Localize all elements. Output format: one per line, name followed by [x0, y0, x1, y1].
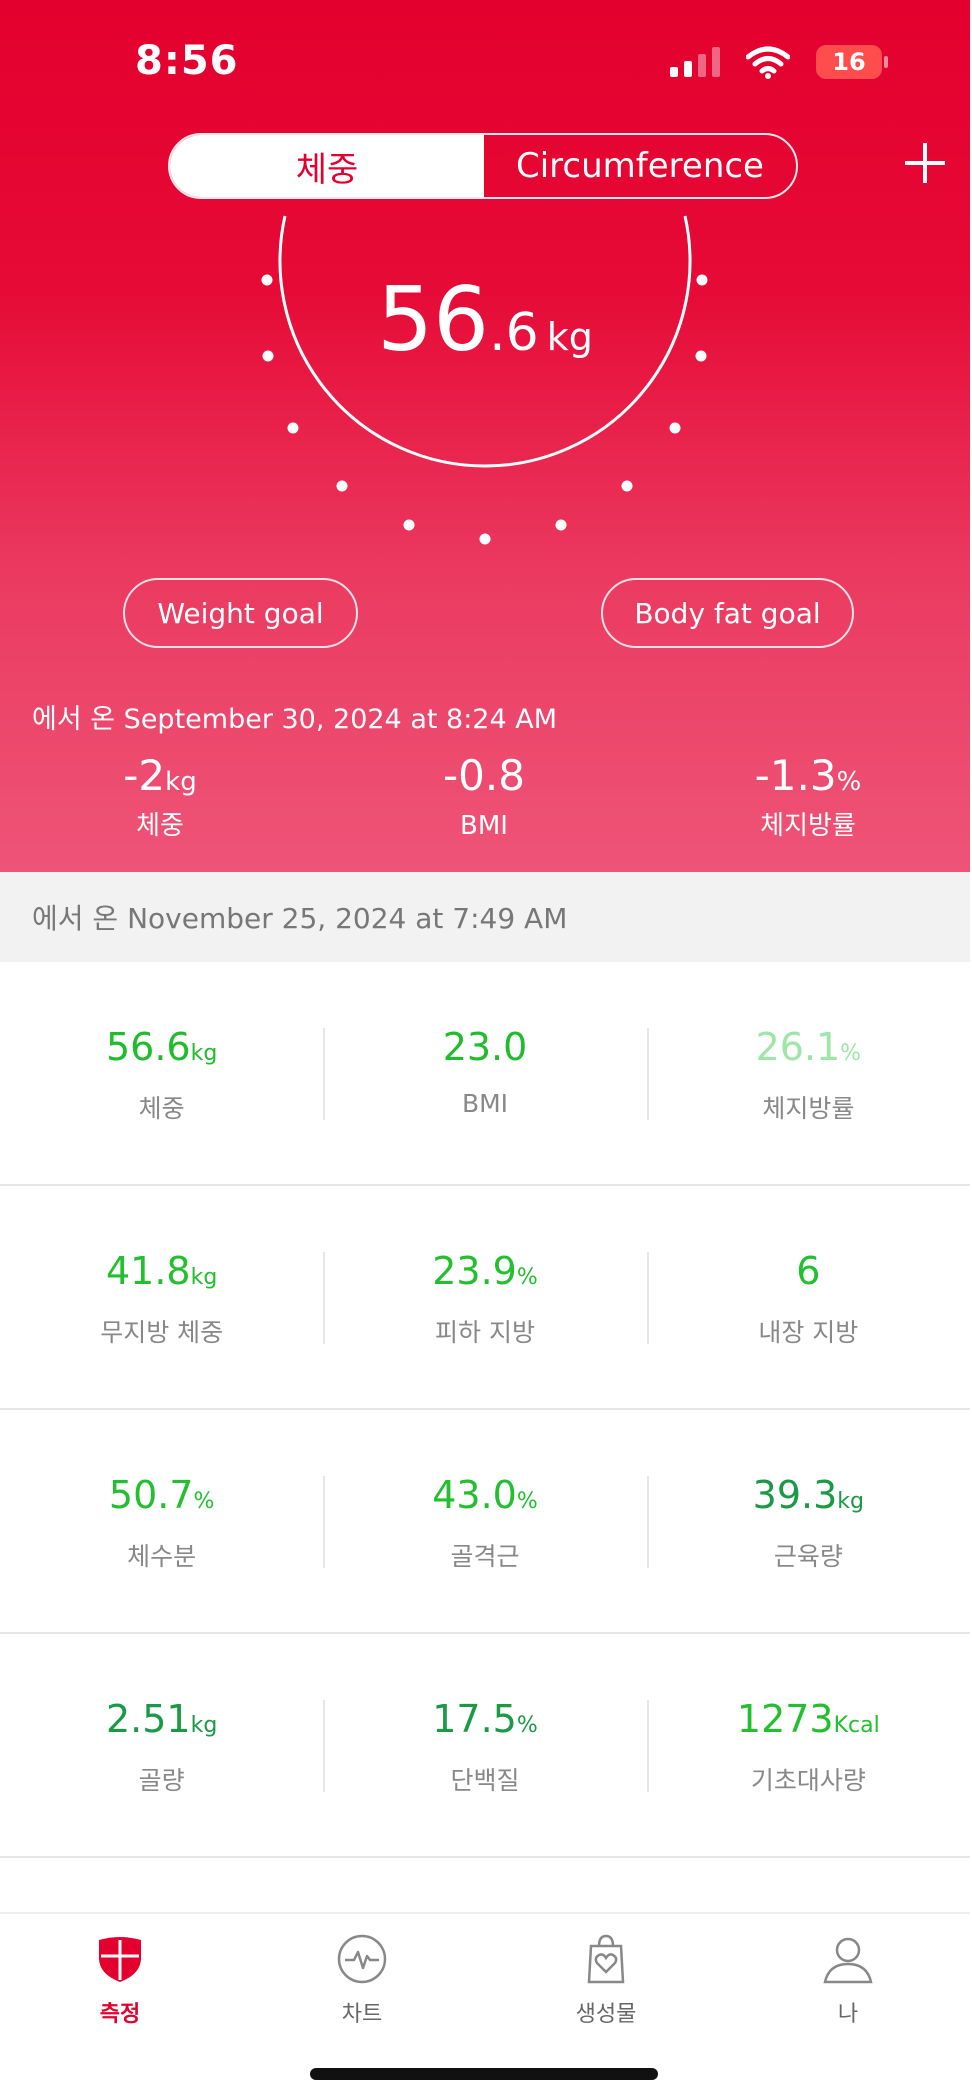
- metric-label: 체중: [138, 1094, 185, 1123]
- heart-bag-icon: [587, 1934, 625, 1984]
- metrics-row: 56.6kg 체중 23.0 BMI 26.1% 체지방률: [0, 962, 970, 1186]
- tab-products[interactable]: 생성물: [526, 1932, 686, 2028]
- status-time: 8:56: [135, 38, 239, 84]
- person-icon: [823, 1937, 873, 1984]
- metric-value: 43.0%: [432, 1473, 538, 1517]
- body-fat-goal-button[interactable]: Body fat goal: [601, 578, 854, 648]
- status-icons: 16: [670, 40, 888, 84]
- metrics-row: 50.7% 체수분 43.0% 골격근 39.3kg 근육량: [0, 1410, 970, 1634]
- tab-measure[interactable]: 측정: [40, 1932, 200, 2028]
- metric-bmi[interactable]: 23.0 BMI: [323, 962, 646, 1184]
- metric-body-water[interactable]: 50.7% 체수분: [0, 1410, 323, 1632]
- metric-label: 체수분: [127, 1542, 197, 1571]
- delta-bmi-label: BMI: [460, 811, 508, 841]
- current-weight: 56.6 kg: [0, 270, 970, 387]
- measure-type-toggle: 체중 Circumference: [168, 133, 798, 199]
- weight-goal-button[interactable]: Weight goal: [123, 578, 358, 648]
- weight-unit: kg: [546, 315, 593, 359]
- add-icon[interactable]: [900, 138, 950, 188]
- delta-body-fat: -1.3% 체지방률: [658, 750, 958, 844]
- metric-subcutaneous-fat[interactable]: 23.9% 피하 지방: [323, 1186, 646, 1408]
- metric-value: 26.1%: [755, 1025, 862, 1069]
- tab-label: 생성물: [575, 2002, 637, 2027]
- battery-icon: 16: [816, 45, 888, 79]
- metrics-row: 2.51kg 골량 17.5% 단백질 1273Kcal 기초대사량: [0, 1634, 970, 1858]
- weight-gauge: [261, 215, 708, 545]
- tab-chart[interactable]: 차트: [282, 1932, 442, 2028]
- metric-value: 56.6kg: [106, 1025, 218, 1069]
- metric-value: 1273Kcal: [736, 1697, 880, 1741]
- metric-label: 피하 지방: [435, 1318, 535, 1347]
- metric-label: 근육량: [773, 1542, 843, 1571]
- metrics-row: 41.8kg 무지방 체중 23.9% 피하 지방 6 내장 지방: [0, 1186, 970, 1410]
- delta-weight-value: -2: [123, 751, 166, 800]
- metric-label: 기초대사량: [750, 1766, 866, 1795]
- metric-bone-mass[interactable]: 2.51kg 골량: [0, 1634, 323, 1856]
- metric-protein[interactable]: 17.5% 단백질: [323, 1634, 646, 1856]
- metric-skeletal-muscle[interactable]: 43.0% 골격근: [323, 1410, 646, 1632]
- metric-weight[interactable]: 56.6kg 체중: [0, 962, 323, 1184]
- delta-weight-unit: kg: [165, 767, 197, 797]
- weight-decimal: .6: [489, 303, 539, 363]
- battery-level: 16: [832, 48, 866, 76]
- tab-label: 측정: [99, 2002, 141, 2027]
- metric-label: 골격근: [450, 1542, 520, 1571]
- metric-bmr[interactable]: 1273Kcal 기초대사량: [646, 1634, 970, 1856]
- weight-int: 56: [377, 268, 490, 371]
- metric-fat-free-mass[interactable]: 41.8kg 무지방 체중: [0, 1186, 323, 1408]
- metric-value: 17.5%: [432, 1697, 538, 1741]
- delta-body-fat-unit: %: [836, 767, 862, 797]
- metric-value: 6: [796, 1249, 821, 1293]
- home-indicator: [310, 2068, 658, 2080]
- metric-value: 2.51kg: [106, 1697, 218, 1741]
- delta-weight: -2kg 체중: [10, 750, 310, 844]
- metric-label: BMI: [461, 1089, 509, 1118]
- tab-me[interactable]: 나: [768, 1932, 928, 2028]
- cellular-signal-icon: [670, 47, 720, 77]
- metric-value: 23.9%: [432, 1249, 538, 1293]
- current-measurement-date: 에서 온 November 25, 2024 at 7:49 AM: [0, 872, 970, 962]
- metric-label: 체지방률: [762, 1094, 855, 1123]
- pulse-icon: [337, 1934, 387, 1984]
- delta-weight-label: 체중: [136, 811, 184, 841]
- delta-body-fat-value: -1.3: [754, 751, 837, 800]
- metric-label: 골량: [138, 1766, 185, 1795]
- delta-bmi: -0.8 BMI: [334, 750, 634, 844]
- shield-icon: [99, 1937, 141, 1982]
- delta-bmi-value: -0.8: [443, 751, 525, 800]
- tab-circumference[interactable]: Circumference: [516, 146, 764, 186]
- metric-label: 단백질: [450, 1766, 520, 1795]
- tab-weight[interactable]: 체중: [170, 135, 484, 197]
- metric-label: 내장 지방: [758, 1318, 859, 1347]
- hero-header: 8:56 16 체중 Circumference 56.6 kg Weight g…: [0, 0, 970, 872]
- metric-value: 23.0: [442, 1025, 528, 1069]
- metric-value: 50.7%: [108, 1473, 215, 1517]
- tab-label: 차트: [341, 2002, 383, 2027]
- metric-value: 41.8kg: [106, 1249, 218, 1293]
- previous-measurement-date: 에서 온 September 30, 2024 at 8:24 AM: [32, 704, 558, 735]
- delta-body-fat-label: 체지방률: [760, 811, 856, 841]
- bottom-tab-bar: 측정 차트 생성물 나: [0, 1912, 970, 2090]
- metric-label: 무지방 체중: [100, 1318, 224, 1347]
- tab-label: 나: [837, 2002, 859, 2027]
- wifi-icon: [746, 46, 790, 79]
- metric-body-fat[interactable]: 26.1% 체지방률: [646, 962, 970, 1184]
- metric-muscle-mass[interactable]: 39.3kg 근육량: [646, 1410, 970, 1632]
- metric-visceral-fat[interactable]: 6 내장 지방: [646, 1186, 970, 1408]
- metric-value: 39.3kg: [752, 1473, 864, 1517]
